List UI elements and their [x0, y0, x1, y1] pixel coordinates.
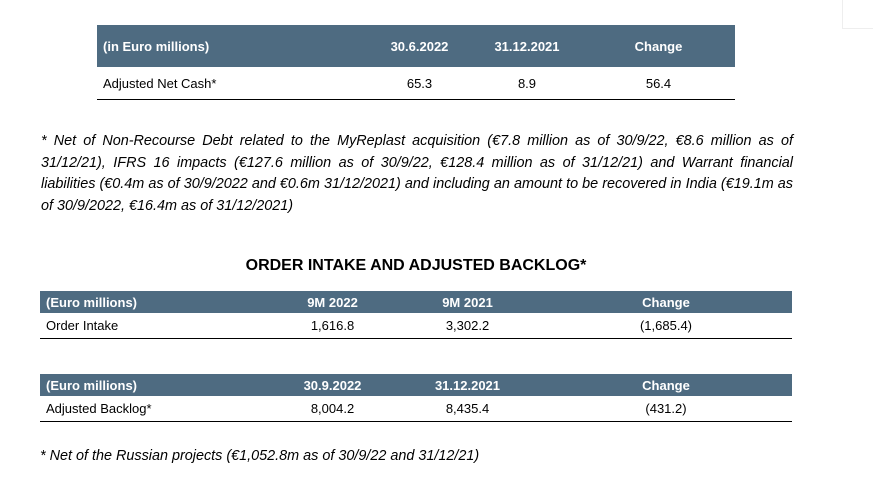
table-row: Adjusted Backlog* 8,004.2 8,435.4 (431.2…	[40, 396, 792, 422]
section-title: ORDER INTAKE AND ADJUSTED BACKLOG*	[245, 257, 587, 274]
cell-value: 3,302.2	[395, 313, 540, 339]
column-header: Change	[540, 374, 792, 396]
backlog-table: (Euro millions) 30.9.2022 31.12.2021 Cha…	[40, 374, 792, 422]
cell-value: 8,004.2	[270, 396, 395, 422]
corner-mark	[842, 0, 873, 29]
net-cash-footnote: * Net of Non-Recourse Debt related to th…	[41, 133, 793, 214]
column-header: Change	[582, 25, 735, 67]
row-label: Adjusted Backlog*	[40, 396, 270, 422]
net-cash-table: (in Euro millions) 30.6.2022 31.12.2021 …	[97, 25, 735, 100]
table-row: Order Intake 1,616.8 3,302.2 (1,685.4)	[40, 313, 792, 339]
column-header: 31.12.2021	[395, 374, 540, 396]
cell-value: 65.3	[367, 67, 472, 100]
column-header: 31.12.2021	[472, 25, 582, 67]
cell-value: 8.9	[472, 67, 582, 100]
row-label: Order Intake	[40, 313, 270, 339]
table-row: Adjusted Net Cash* 65.3 8.9 56.4	[97, 67, 735, 100]
table-header-row: (Euro millions) 30.9.2022 31.12.2021 Cha…	[40, 374, 792, 396]
column-header: 9M 2021	[395, 291, 540, 313]
column-header: 9M 2022	[270, 291, 395, 313]
row-label: Adjusted Net Cash*	[97, 67, 367, 100]
backlog-footnote: * Net of the Russian projects (€1,052.8m…	[40, 448, 480, 464]
column-header: (in Euro millions)	[97, 25, 367, 67]
cell-value: 56.4	[582, 67, 735, 100]
column-header: Change	[540, 291, 792, 313]
column-header: (Euro millions)	[40, 291, 270, 313]
column-header: 30.9.2022	[270, 374, 395, 396]
cell-value: 8,435.4	[395, 396, 540, 422]
order-intake-table: (Euro millions) 9M 2022 9M 2021 Change O…	[40, 291, 792, 339]
column-header: (Euro millions)	[40, 374, 270, 396]
cell-value: (1,685.4)	[540, 313, 792, 339]
cell-value: 1,616.8	[270, 313, 395, 339]
column-header: 30.6.2022	[367, 25, 472, 67]
table-header-row: (in Euro millions) 30.6.2022 31.12.2021 …	[97, 25, 735, 67]
cell-value: (431.2)	[540, 396, 792, 422]
table-header-row: (Euro millions) 9M 2022 9M 2021 Change	[40, 291, 792, 313]
